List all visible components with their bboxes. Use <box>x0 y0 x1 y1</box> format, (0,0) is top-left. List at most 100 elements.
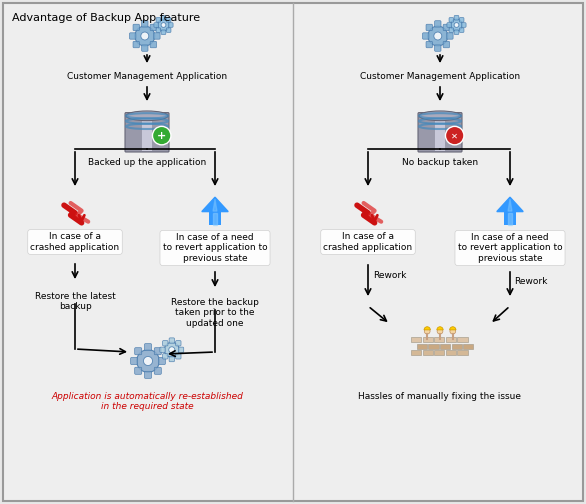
FancyBboxPatch shape <box>463 344 473 349</box>
Circle shape <box>161 23 166 27</box>
FancyBboxPatch shape <box>423 33 429 39</box>
FancyBboxPatch shape <box>178 347 184 352</box>
FancyBboxPatch shape <box>449 28 454 32</box>
FancyBboxPatch shape <box>133 24 139 31</box>
FancyBboxPatch shape <box>435 21 441 27</box>
Text: Backed up the application: Backed up the application <box>88 158 206 167</box>
FancyBboxPatch shape <box>133 41 139 48</box>
Text: In case of a
crashed application: In case of a crashed application <box>30 232 120 251</box>
FancyBboxPatch shape <box>418 112 462 152</box>
FancyBboxPatch shape <box>169 338 175 343</box>
Circle shape <box>454 23 459 27</box>
Text: In case of a need
to revert application to
previous state: In case of a need to revert application … <box>458 233 563 263</box>
FancyBboxPatch shape <box>154 367 161 374</box>
Text: No backup taken: No backup taken <box>402 158 478 167</box>
Circle shape <box>152 127 171 145</box>
Circle shape <box>158 19 169 31</box>
FancyBboxPatch shape <box>461 23 466 27</box>
FancyBboxPatch shape <box>504 210 516 225</box>
FancyBboxPatch shape <box>440 344 450 349</box>
FancyBboxPatch shape <box>145 344 152 351</box>
FancyBboxPatch shape <box>145 371 152 379</box>
FancyBboxPatch shape <box>446 350 456 355</box>
FancyBboxPatch shape <box>161 16 166 20</box>
FancyBboxPatch shape <box>454 16 459 20</box>
Text: Restore the latest
backup: Restore the latest backup <box>35 292 115 311</box>
Polygon shape <box>497 197 523 212</box>
FancyBboxPatch shape <box>131 357 138 364</box>
Polygon shape <box>213 213 217 225</box>
FancyBboxPatch shape <box>417 344 427 349</box>
Circle shape <box>428 26 448 46</box>
FancyBboxPatch shape <box>154 33 160 39</box>
Text: In case of a need
to revert application to
previous state: In case of a need to revert application … <box>163 233 267 263</box>
Circle shape <box>437 328 443 334</box>
Wedge shape <box>424 327 430 330</box>
FancyBboxPatch shape <box>166 18 171 22</box>
Ellipse shape <box>419 111 461 120</box>
Wedge shape <box>437 327 443 330</box>
FancyBboxPatch shape <box>446 337 456 342</box>
FancyBboxPatch shape <box>161 30 166 35</box>
FancyBboxPatch shape <box>428 344 439 349</box>
Circle shape <box>144 356 152 365</box>
FancyBboxPatch shape <box>423 337 433 342</box>
Text: Restore the backup
taken prior to the
updated one: Restore the backup taken prior to the up… <box>171 298 259 328</box>
Text: Application is automatically re-established
in the required state: Application is automatically re-establis… <box>51 392 243 411</box>
Circle shape <box>450 328 456 334</box>
FancyBboxPatch shape <box>411 337 421 342</box>
FancyBboxPatch shape <box>447 23 452 27</box>
Circle shape <box>451 19 462 31</box>
Text: Advantage of Backup App feature: Advantage of Backup App feature <box>12 13 200 23</box>
FancyBboxPatch shape <box>434 350 444 355</box>
Text: Rework: Rework <box>373 272 406 281</box>
Polygon shape <box>202 197 228 212</box>
FancyBboxPatch shape <box>150 41 156 48</box>
Ellipse shape <box>126 111 168 120</box>
FancyBboxPatch shape <box>142 45 148 51</box>
FancyBboxPatch shape <box>457 350 468 355</box>
FancyBboxPatch shape <box>454 30 459 35</box>
Text: Customer Management Application: Customer Management Application <box>360 72 520 81</box>
FancyBboxPatch shape <box>168 23 173 27</box>
Text: ✕: ✕ <box>451 131 458 140</box>
Circle shape <box>137 350 159 372</box>
Text: Hassles of manually fixing the issue: Hassles of manually fixing the issue <box>359 392 522 401</box>
Circle shape <box>141 32 149 40</box>
FancyBboxPatch shape <box>166 28 171 32</box>
FancyBboxPatch shape <box>459 28 464 32</box>
Circle shape <box>424 328 430 334</box>
FancyBboxPatch shape <box>434 337 444 342</box>
Polygon shape <box>508 199 512 211</box>
FancyBboxPatch shape <box>209 210 221 225</box>
FancyBboxPatch shape <box>162 354 168 359</box>
FancyBboxPatch shape <box>176 341 181 346</box>
FancyBboxPatch shape <box>457 337 468 342</box>
FancyBboxPatch shape <box>135 348 142 355</box>
FancyBboxPatch shape <box>449 18 454 22</box>
FancyBboxPatch shape <box>452 344 462 349</box>
Circle shape <box>135 26 155 46</box>
Text: Rework: Rework <box>514 278 547 286</box>
Polygon shape <box>509 213 512 225</box>
Circle shape <box>164 342 179 357</box>
FancyBboxPatch shape <box>169 356 175 362</box>
FancyBboxPatch shape <box>176 354 181 359</box>
FancyBboxPatch shape <box>156 18 161 22</box>
FancyBboxPatch shape <box>423 350 433 355</box>
Text: +: + <box>157 131 166 141</box>
FancyBboxPatch shape <box>447 33 453 39</box>
FancyBboxPatch shape <box>426 24 432 31</box>
FancyBboxPatch shape <box>443 41 449 48</box>
FancyBboxPatch shape <box>459 18 464 22</box>
Text: Customer Management Application: Customer Management Application <box>67 72 227 81</box>
FancyBboxPatch shape <box>142 113 152 151</box>
Polygon shape <box>213 199 217 211</box>
FancyBboxPatch shape <box>162 341 168 346</box>
FancyBboxPatch shape <box>411 350 421 355</box>
FancyBboxPatch shape <box>426 41 432 48</box>
Wedge shape <box>449 327 456 330</box>
FancyBboxPatch shape <box>142 21 148 27</box>
Text: In case of a
crashed application: In case of a crashed application <box>323 232 413 251</box>
Circle shape <box>169 347 175 353</box>
